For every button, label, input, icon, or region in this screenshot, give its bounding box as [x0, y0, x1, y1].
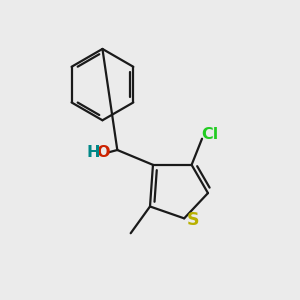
Text: Cl: Cl — [201, 127, 218, 142]
Text: O: O — [97, 145, 110, 160]
Text: S: S — [186, 211, 199, 229]
Text: H: H — [86, 145, 100, 160]
